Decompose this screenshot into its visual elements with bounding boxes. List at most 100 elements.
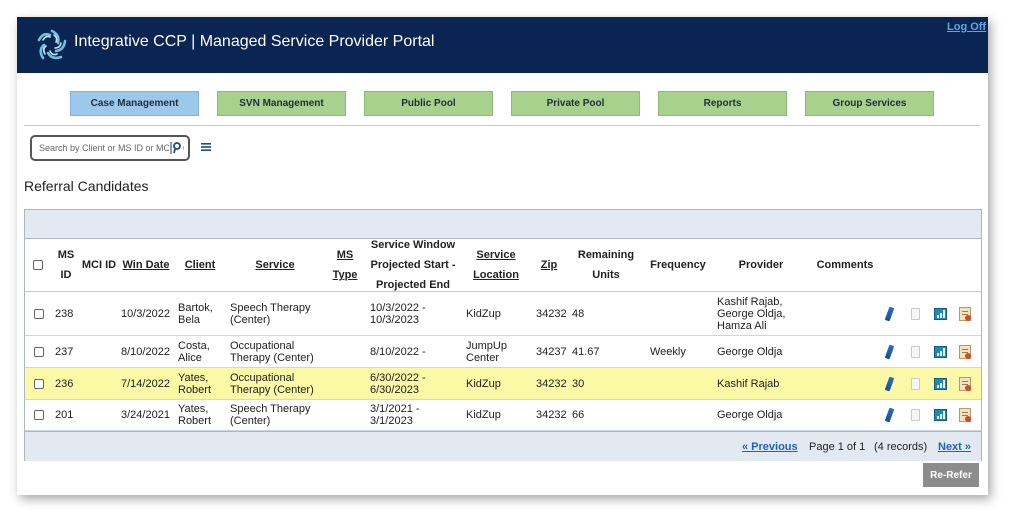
- cell-frequency: Weekly: [650, 345, 686, 358]
- row-checkbox[interactable]: [34, 410, 44, 420]
- document-icon[interactable]: [905, 292, 925, 335]
- cell-provider: George Oldja: [717, 345, 783, 358]
- header-client-label: Client: [184, 259, 216, 271]
- cell-provider: Kashif Rajab, George Oldja, Hamza Ali: [717, 295, 786, 332]
- app-title: Integrative CCP | Managed Service Provid…: [74, 33, 435, 50]
- report-icon[interactable]: [955, 292, 975, 335]
- cell-provider: Kashif Rajab: [717, 377, 780, 390]
- re-refer-button[interactable]: Re-Refer: [923, 463, 979, 487]
- cell-client: Costa, Alice: [178, 339, 210, 364]
- cell-ms-id: 238: [55, 307, 74, 320]
- record-count: (4 records): [874, 441, 928, 453]
- row-checkbox-cell: [31, 400, 44, 430]
- chart-icon[interactable]: [930, 400, 950, 430]
- report-icon[interactable]: [955, 368, 975, 399]
- cell-service-location: KidZup: [466, 377, 501, 390]
- cell-remaining-units: 41.67: [572, 345, 600, 358]
- header-win-date[interactable]: Win Date: [117, 239, 175, 291]
- report-icon[interactable]: [955, 336, 975, 367]
- select-all-checkbox[interactable]: [33, 260, 43, 270]
- row-checkbox[interactable]: [34, 308, 44, 319]
- header-service-label: Service: [255, 259, 295, 271]
- previous-page-link[interactable]: « Previous: [742, 441, 798, 453]
- cell-client: Yates, Robert: [178, 371, 212, 396]
- document-icon[interactable]: [905, 368, 925, 399]
- cell-remaining-units: 30: [572, 377, 585, 390]
- cell-service: Speech Therapy (Center): [230, 301, 311, 326]
- edit-icon[interactable]: [879, 336, 899, 367]
- cell-provider: George Oldja: [717, 409, 783, 421]
- page-title: Referral Candidates: [24, 178, 149, 194]
- row-checkbox[interactable]: [34, 378, 44, 389]
- table-row: 237 8/10/2022 Costa, Alice Occupational …: [25, 336, 981, 368]
- report-icon[interactable]: [955, 400, 975, 430]
- nav-public-pool[interactable]: Public Pool: [364, 91, 493, 116]
- referral-table: MS ID MCI ID Win Date Client Service MS …: [24, 209, 982, 461]
- cell-ms-id: 237: [55, 345, 74, 358]
- search-placeholder: Search by Client or MS ID or MCI ID: [39, 143, 185, 153]
- cell-remaining-units: 66: [572, 409, 585, 421]
- header-mci-id: MCI ID: [81, 259, 117, 271]
- cell-service-window: 10/3/2022 - 10/3/2023: [370, 301, 426, 326]
- document-icon[interactable]: [905, 336, 925, 367]
- cell-win-date: 7/14/2022: [121, 377, 170, 390]
- cell-service-location: KidZup: [466, 307, 501, 320]
- header-service[interactable]: Service: [225, 239, 325, 291]
- header-service-location[interactable]: Service Location: [461, 239, 531, 291]
- header-win-date-label: Win Date: [122, 259, 170, 271]
- row-checkbox[interactable]: [34, 346, 44, 357]
- cell-ms-id: 201: [55, 409, 74, 421]
- chart-icon[interactable]: [930, 292, 950, 335]
- main-nav: Case Management SVN Management Public Po…: [70, 91, 935, 116]
- nav-reports[interactable]: Reports: [658, 91, 787, 116]
- header-comments: Comments: [816, 259, 874, 271]
- header-ms-type[interactable]: MS Type: [325, 239, 365, 291]
- page-info: Page 1 of 1: [809, 441, 866, 453]
- chart-icon[interactable]: [930, 368, 950, 399]
- table-row: 238 10/3/2022 Bartok, Bela Speech Therap…: [25, 292, 981, 336]
- cell-service-location: JumpUp Center: [466, 339, 507, 364]
- edit-icon[interactable]: [879, 292, 899, 335]
- row-checkbox-cell: [31, 292, 44, 335]
- nav-divider: [24, 125, 980, 126]
- cell-service-window: 6/30/2022 - 6/30/2023: [370, 371, 426, 396]
- next-page-link[interactable]: Next »: [938, 441, 972, 453]
- cell-zip: 34237: [536, 345, 567, 358]
- header-remaining-units: Remaining Units: [577, 249, 635, 281]
- cell-win-date: 8/10/2022: [121, 345, 170, 358]
- table-row-highlighted: 236 7/14/2022 Yates, Robert Occupational…: [25, 368, 981, 400]
- header-frequency: Frequency: [650, 259, 706, 271]
- nav-private-pool[interactable]: Private Pool: [511, 91, 640, 116]
- edit-icon[interactable]: [879, 400, 899, 430]
- cell-service: Occupational Therapy (Center): [230, 339, 314, 364]
- cell-ms-id: 236: [55, 377, 74, 390]
- header-ms-id: MS ID: [57, 249, 75, 281]
- chart-icon[interactable]: [930, 336, 950, 367]
- header-client[interactable]: Client: [175, 239, 225, 291]
- portal-window: Integrative CCP | Managed Service Provid…: [17, 17, 988, 495]
- cell-zip: 34232: [536, 377, 567, 390]
- header-service-window: Service Window Projected Start - Project…: [370, 239, 456, 291]
- row-checkbox-cell: [31, 368, 44, 399]
- cell-service-location: KidZup: [466, 409, 501, 421]
- cell-win-date: 10/3/2022: [121, 307, 170, 320]
- select-all-header: [25, 239, 51, 291]
- cell-service: Speech Therapy (Center): [230, 403, 311, 427]
- header-zip[interactable]: Zip: [531, 239, 567, 291]
- list-view-icon[interactable]: [200, 142, 212, 152]
- cell-client: Bartok, Bela: [178, 301, 213, 326]
- logoff-link[interactable]: Log Off: [947, 21, 987, 33]
- cell-service-window: 3/1/2021 - 3/1/2023: [370, 403, 420, 427]
- nav-svn-management[interactable]: SVN Management: [217, 91, 346, 116]
- document-icon[interactable]: [905, 400, 925, 430]
- search-icon[interactable]: [169, 140, 183, 156]
- header-ms-type-label: MS Type: [332, 249, 358, 281]
- search-input[interactable]: Search by Client or MS ID or MCI ID: [30, 135, 190, 161]
- cell-remaining-units: 48: [572, 307, 585, 320]
- cell-zip: 34232: [536, 409, 567, 421]
- header-bar: Integrative CCP | Managed Service Provid…: [17, 17, 988, 73]
- cell-client: Yates, Robert: [178, 403, 212, 427]
- edit-icon[interactable]: [879, 368, 899, 399]
- nav-group-services[interactable]: Group Services: [805, 91, 934, 116]
- nav-case-management[interactable]: Case Management: [70, 91, 199, 116]
